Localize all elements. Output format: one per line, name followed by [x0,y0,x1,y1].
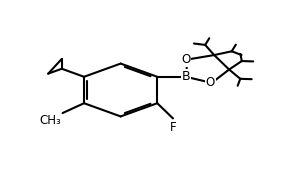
Text: B: B [181,70,190,83]
Text: O: O [181,53,191,66]
Text: F: F [170,121,176,134]
Text: CH₃: CH₃ [39,114,61,127]
Text: O: O [206,76,215,89]
